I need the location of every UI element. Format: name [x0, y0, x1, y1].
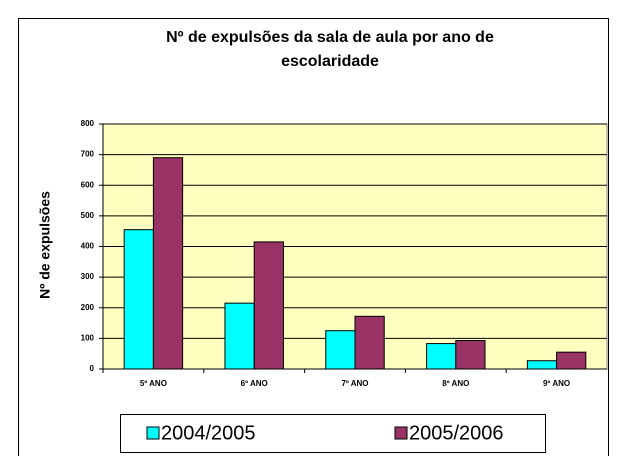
x-tick-label: 9º ANO — [543, 379, 570, 388]
legend-label: 2004/2005 — [161, 422, 256, 444]
y-tick-label: 0 — [90, 364, 95, 373]
legend-label: 2005/2006 — [409, 422, 504, 444]
y-tick-label: 100 — [81, 333, 95, 342]
chart-title: Nº de expulsões da sala de aula por ano … — [166, 29, 494, 46]
y-tick-label: 800 — [81, 119, 95, 128]
y-axis-label: Nº de expulsões — [37, 191, 53, 299]
y-tick-label: 300 — [81, 272, 95, 281]
x-tick-label: 5º ANO — [140, 379, 167, 388]
bar — [526, 360, 558, 370]
y-tick-label: 400 — [81, 242, 95, 251]
legend-swatch — [146, 426, 160, 440]
bar — [325, 330, 356, 370]
bar — [426, 343, 457, 370]
bar — [123, 229, 154, 370]
bar — [253, 241, 284, 370]
bar — [455, 340, 486, 370]
y-tick-label: 200 — [81, 303, 95, 312]
x-tick-label: 6º ANO — [241, 379, 268, 388]
chart-title: escolaridade — [281, 53, 379, 70]
x-tick-label: 7º ANO — [341, 379, 368, 388]
legend — [120, 414, 546, 453]
bar — [224, 302, 255, 370]
y-tick-label: 700 — [81, 150, 95, 159]
y-tick-label: 500 — [81, 211, 95, 220]
bar — [556, 351, 587, 370]
bar — [152, 157, 184, 370]
x-tick-label: 8º ANO — [442, 379, 469, 388]
bar — [354, 315, 385, 370]
y-tick-label: 600 — [81, 180, 95, 189]
legend-swatch — [394, 426, 408, 440]
